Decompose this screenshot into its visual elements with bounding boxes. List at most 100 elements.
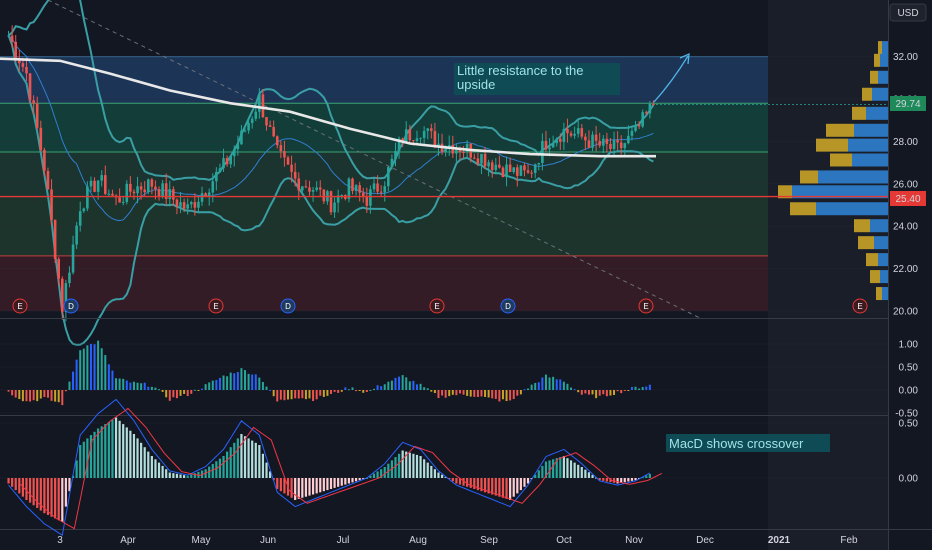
candle-body <box>634 125 637 131</box>
volume-profile-up-bar <box>870 219 888 233</box>
macd-histogram-bar <box>50 478 53 517</box>
candle-body <box>193 202 197 208</box>
oscillator-bar <box>297 390 300 399</box>
oscillator-bar <box>351 387 354 390</box>
macd-histogram-bar <box>433 469 436 478</box>
candle-body <box>594 134 598 141</box>
candle-body <box>358 185 361 193</box>
candle-body <box>243 130 247 132</box>
candle-body <box>404 129 408 143</box>
macd-histogram-bar <box>354 478 358 482</box>
oscillator-bar <box>337 390 340 393</box>
macd-histogram-bar <box>304 478 308 497</box>
candle-body <box>143 189 147 193</box>
time-axis[interactable]: 3 Apr May Jun Jul Aug Sep Oct Nov Dec 2021 Feb <box>57 535 858 546</box>
macd-histogram-bar <box>537 470 540 478</box>
candle-body <box>548 147 551 150</box>
oscillator-bar <box>129 382 132 390</box>
oscillator-bar <box>276 390 279 402</box>
macd-histogram-bar <box>140 442 143 478</box>
oscillator-bar <box>261 381 264 390</box>
candle-body <box>612 140 616 149</box>
event-marker[interactable]: D <box>280 298 296 314</box>
macd-histogram-bar <box>64 478 67 507</box>
candle-body <box>204 193 207 196</box>
trendline <box>47 0 701 319</box>
oscillator-bar <box>469 390 472 397</box>
oscillator-bar <box>72 371 75 390</box>
macd-histogram-bar <box>204 469 207 478</box>
macd-histogram-bar <box>283 478 286 494</box>
oscillator-bar <box>132 381 135 390</box>
oscillator-bar <box>79 350 82 390</box>
candle-body <box>279 145 283 152</box>
volume-profile-down-bar <box>830 153 852 167</box>
event-marker[interactable]: E <box>12 298 28 314</box>
oscillator-bar <box>50 390 53 401</box>
event-marker[interactable]: D <box>500 298 516 314</box>
candle-body <box>537 163 541 165</box>
candle-body <box>32 100 35 104</box>
oscillator-bar <box>64 390 67 392</box>
macd-tick-label: 0.00 <box>899 474 919 485</box>
dividend-marker-label: D <box>285 302 291 311</box>
macd-histogram-bar <box>261 453 265 478</box>
candle-body <box>100 175 104 181</box>
candle-body <box>25 67 28 74</box>
candle-body <box>146 179 150 193</box>
macd-histogram-bar <box>408 452 411 478</box>
volume-profile-up-bar <box>882 287 888 301</box>
candle-body <box>86 186 89 209</box>
event-marker[interactable]: E <box>638 298 654 314</box>
macd-histogram-bar <box>68 478 71 492</box>
oscillator-bar <box>279 390 282 400</box>
oscillator-bar <box>158 389 161 391</box>
oscillator-bar <box>595 390 598 399</box>
macd-histogram-bar <box>455 478 458 484</box>
oscillator-bar <box>566 383 569 390</box>
candle-body <box>57 258 61 279</box>
oscillator-tick-label: -0.50 <box>895 409 918 420</box>
event-marker[interactable]: D <box>63 298 79 314</box>
candle-body <box>387 167 390 187</box>
event-marker[interactable]: E <box>852 298 868 314</box>
macd-histogram-bar <box>491 478 494 495</box>
oscillator-bar <box>147 386 150 390</box>
macd-histogram-bar <box>276 478 279 489</box>
candle-body <box>200 193 204 202</box>
macd-histogram-bar <box>319 478 322 493</box>
candle-body <box>75 225 78 245</box>
oscillator-bar <box>527 388 530 390</box>
macd-histogram-bar <box>634 478 637 481</box>
macd-tick-label: 0.50 <box>899 419 919 430</box>
macd-note-box <box>666 434 830 452</box>
oscillator-bar <box>183 390 186 394</box>
event-marker[interactable]: E <box>429 298 445 314</box>
oscillator-bar <box>519 390 522 395</box>
candle-body <box>426 128 430 131</box>
candle-body <box>247 123 250 131</box>
oscillator-bar <box>419 383 422 390</box>
oscillator-bar <box>204 384 207 390</box>
macd-histogram-bar <box>415 454 419 478</box>
macd-histogram-bar <box>268 471 272 478</box>
candle-body <box>379 191 383 193</box>
oscillator-bar <box>25 390 28 402</box>
event-marker[interactable]: E <box>208 298 224 314</box>
macd-histogram-bar <box>394 457 397 478</box>
oscillator-bar <box>165 390 168 398</box>
macd-histogram-bar <box>25 478 28 500</box>
macd-histogram-bar <box>161 465 164 478</box>
oscillator-bar <box>530 384 533 390</box>
candle-body <box>444 148 447 153</box>
oscillator-bar <box>638 388 641 390</box>
macd-histogram-bar <box>114 417 118 478</box>
oscillator-bar <box>623 390 626 391</box>
candle-body <box>397 138 401 152</box>
macd-histogram-bar <box>7 478 10 484</box>
macd-histogram-bar <box>97 428 100 478</box>
macd-histogram-bar <box>337 478 340 487</box>
date-tick-label: Aug <box>409 535 427 546</box>
candle-body <box>562 128 566 142</box>
